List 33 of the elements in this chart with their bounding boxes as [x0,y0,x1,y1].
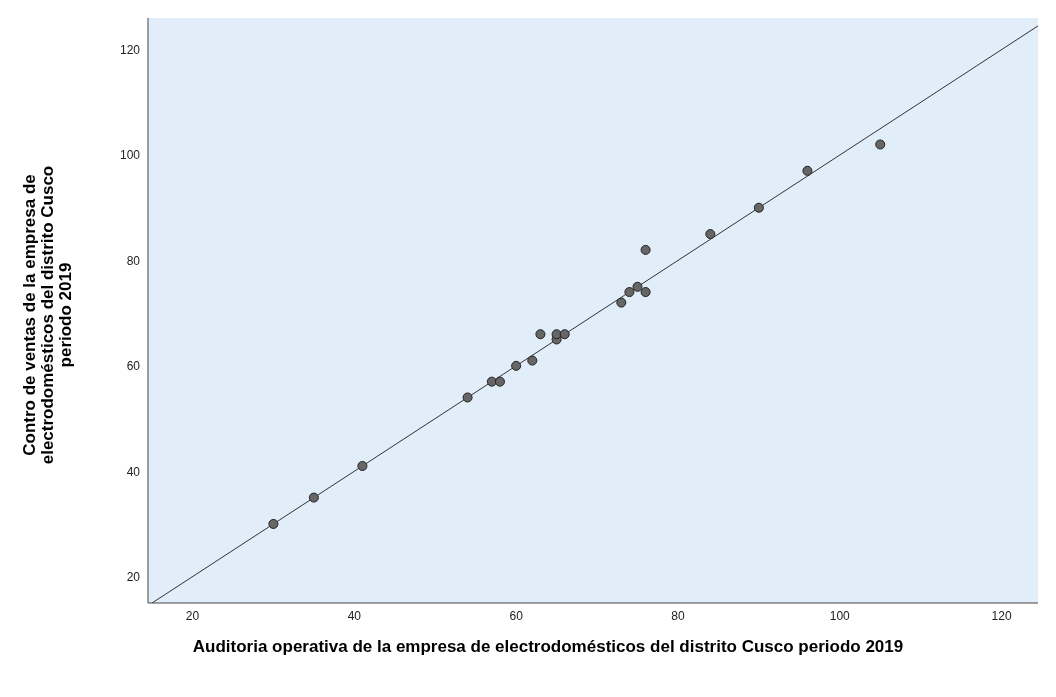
x-tick-label: 80 [671,608,685,623]
y-tick-label: 60 [126,359,141,374]
point [875,139,886,150]
point [559,329,570,340]
point [624,287,635,298]
x-tick-label: 120 [991,608,1012,623]
point [357,460,368,471]
point [511,360,522,371]
point [640,287,651,298]
x-tick-label: 100 [829,608,851,623]
point [494,376,505,387]
point [753,202,764,213]
y-tick-label: 20 [126,569,141,584]
point [535,329,546,340]
point [551,329,562,340]
point [462,392,473,403]
y-tick-label: 100 [119,148,141,163]
y-tick-label: 80 [126,253,141,268]
point [640,244,651,255]
y-tick-label: 120 [119,42,141,57]
point [802,165,813,176]
point [527,355,538,366]
x-tick-label: 40 [347,608,362,623]
point [308,492,319,503]
point [268,518,279,529]
y-tick-label: 40 [126,464,141,479]
point [632,281,643,292]
x-axis-title: Auditoria operativa de la empresa de electrodomésticos del distrito Cusco periodo 2019 [191,637,905,656]
x-tick-label: 60 [509,608,524,623]
point [705,229,716,240]
y-axis-title: Contro de ventas de la empresa de electrodomésticos del distrito Cusco periodo 2019 [20,164,75,467]
x-tick-label: 20 [185,608,200,623]
point [616,297,627,308]
